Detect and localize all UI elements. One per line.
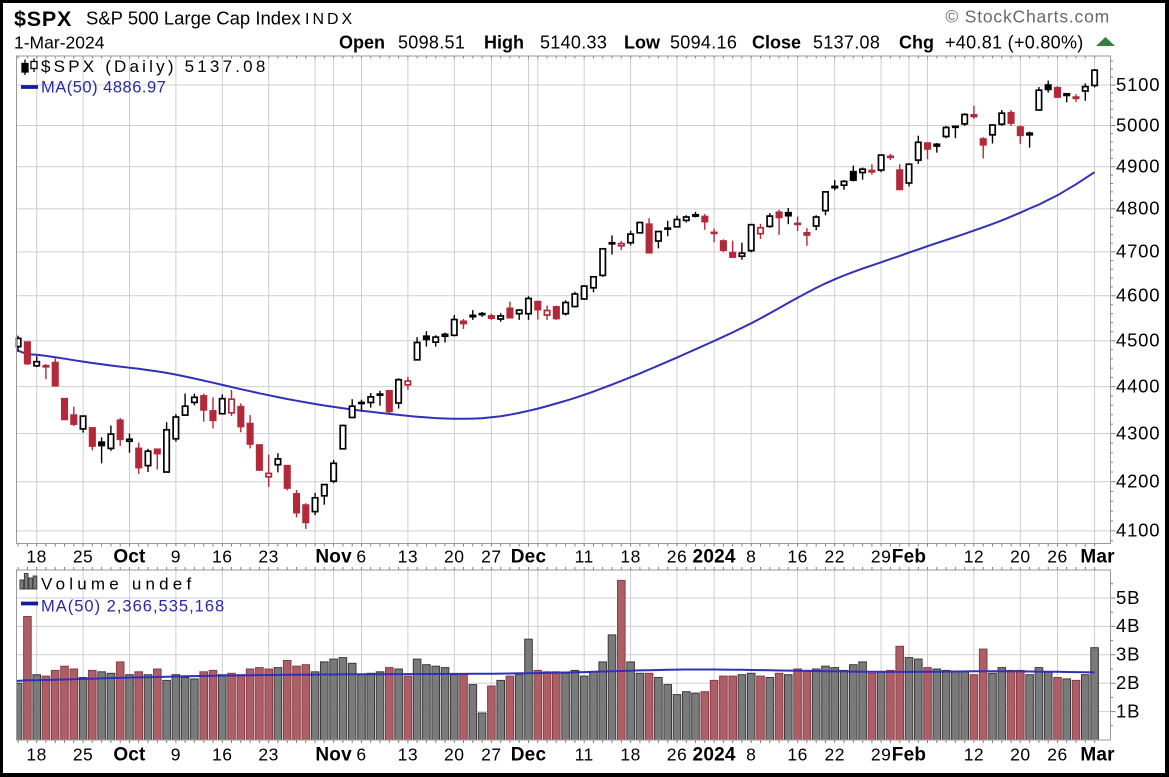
svg-text:Mar: Mar: [1080, 745, 1115, 766]
svg-text:20: 20: [444, 547, 464, 567]
svg-text:MA(50) 4886.97: MA(50) 4886.97: [41, 79, 166, 97]
svg-text:4600: 4600: [1116, 285, 1160, 306]
svg-text:2024: 2024: [693, 547, 736, 568]
svg-text:12: 12: [964, 547, 984, 567]
svg-text:22: 22: [825, 547, 845, 567]
svg-text:3B: 3B: [1116, 644, 1140, 665]
svg-text:1-Mar-2024: 1-Mar-2024: [14, 33, 105, 53]
svg-text:INDX: INDX: [305, 11, 355, 28]
svg-text:1B: 1B: [1116, 700, 1140, 721]
svg-text:18: 18: [620, 547, 640, 567]
svg-text:5098.51: 5098.51: [398, 33, 465, 53]
svg-text:Nov: Nov: [315, 547, 352, 568]
svg-text:16: 16: [212, 547, 232, 567]
svg-text:4500: 4500: [1116, 330, 1160, 351]
svg-text:18: 18: [26, 547, 46, 567]
svg-text:6: 6: [356, 547, 366, 567]
svg-text:4900: 4900: [1116, 156, 1160, 177]
svg-text:12: 12: [964, 745, 984, 765]
svg-text:20: 20: [1010, 547, 1030, 567]
svg-text:26: 26: [667, 547, 687, 567]
svg-text:4B: 4B: [1116, 615, 1140, 636]
svg-text:18: 18: [620, 745, 640, 765]
svg-text:22: 22: [825, 745, 845, 765]
svg-text:S&P 500 Large Cap Index: S&P 500 Large Cap Index: [86, 8, 301, 29]
svg-text:26: 26: [667, 745, 687, 765]
svg-text:5100: 5100: [1116, 74, 1160, 95]
svg-text:16: 16: [212, 745, 232, 765]
svg-text:MA(50) 2,366,535,168: MA(50) 2,366,535,168: [41, 598, 225, 616]
svg-text:27: 27: [481, 745, 501, 765]
svg-text:6: 6: [356, 745, 366, 765]
svg-text:High: High: [484, 33, 524, 53]
svg-text:+40.81 (+0.80%): +40.81 (+0.80%): [945, 33, 1084, 53]
svg-text:8: 8: [746, 547, 756, 567]
svg-text:Low: Low: [624, 33, 661, 53]
svg-text:2024: 2024: [693, 745, 736, 766]
svg-text:5094.16: 5094.16: [670, 33, 737, 53]
svg-text:5000: 5000: [1116, 114, 1160, 135]
svg-text:4200: 4200: [1116, 470, 1160, 491]
svg-text:4300: 4300: [1116, 422, 1160, 443]
svg-text:29: 29: [871, 547, 891, 567]
svg-text:© StockCharts.com: © StockCharts.com: [945, 7, 1110, 27]
svg-text:13: 13: [398, 547, 418, 567]
svg-text:5B: 5B: [1116, 587, 1140, 608]
svg-text:Dec: Dec: [511, 745, 547, 766]
svg-text:4800: 4800: [1116, 198, 1160, 219]
svg-text:23: 23: [258, 745, 278, 765]
svg-text:Open: Open: [339, 33, 385, 53]
svg-text:Close: Close: [752, 33, 801, 53]
svg-text:4100: 4100: [1116, 520, 1160, 541]
svg-text:20: 20: [444, 745, 464, 765]
svg-text:$SPX: $SPX: [14, 7, 72, 31]
svg-text:5137.08: 5137.08: [813, 33, 880, 53]
svg-text:4700: 4700: [1116, 241, 1160, 262]
svg-text:18: 18: [26, 745, 46, 765]
svg-text:16: 16: [787, 745, 807, 765]
svg-text:Feb: Feb: [892, 547, 926, 568]
svg-text:4400: 4400: [1116, 375, 1160, 396]
svg-text:11: 11: [575, 547, 594, 567]
svg-text:9: 9: [171, 547, 181, 567]
svg-text:26: 26: [1047, 745, 1067, 765]
svg-text:Chg: Chg: [899, 33, 934, 53]
svg-text:2B: 2B: [1116, 672, 1140, 693]
svg-text:5140.33: 5140.33: [540, 33, 607, 53]
svg-text:26: 26: [1047, 547, 1067, 567]
svg-text:23: 23: [258, 547, 278, 567]
svg-text:Feb: Feb: [892, 745, 926, 766]
svg-text:Mar: Mar: [1080, 547, 1115, 568]
svg-text:8: 8: [746, 745, 756, 765]
svg-text:Oct: Oct: [113, 547, 146, 568]
svg-text:Nov: Nov: [315, 745, 352, 766]
svg-text:25: 25: [73, 547, 93, 567]
svg-text:Oct: Oct: [113, 745, 146, 766]
svg-text:20: 20: [1010, 745, 1030, 765]
svg-text:29: 29: [871, 745, 891, 765]
svg-text:11: 11: [575, 745, 594, 765]
svg-text:13: 13: [398, 745, 418, 765]
svg-text:16: 16: [787, 547, 807, 567]
svg-text:$SPX (Daily) 5137.08: $SPX (Daily) 5137.08: [41, 57, 268, 76]
svg-text:9: 9: [171, 745, 181, 765]
svg-text:27: 27: [481, 547, 501, 567]
svg-text:25: 25: [73, 745, 93, 765]
svg-text:Volume undef: Volume undef: [41, 575, 195, 594]
svg-text:Dec: Dec: [511, 547, 547, 568]
